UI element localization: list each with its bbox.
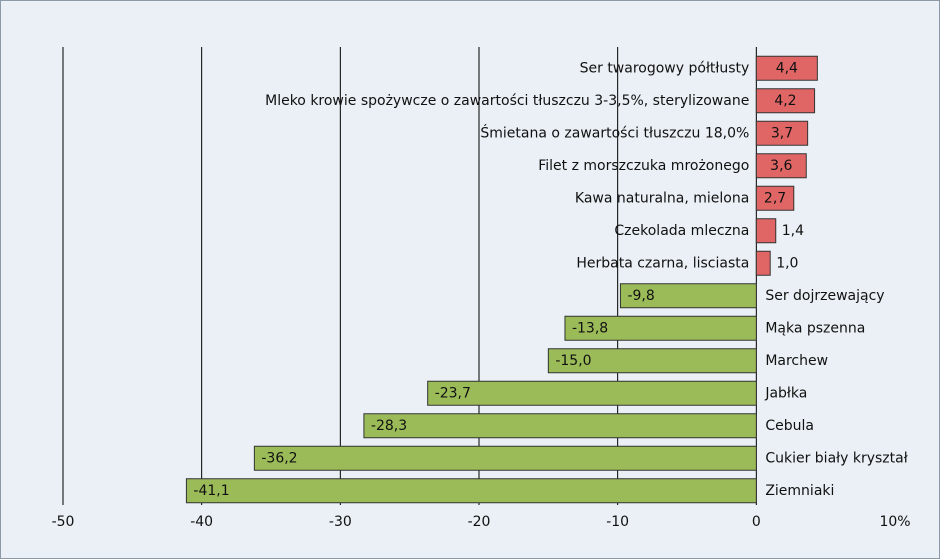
bar: [755, 120, 809, 146]
category-label: Czekolada mleczna: [614, 223, 749, 239]
bar: [185, 478, 757, 504]
category-label: Kawa naturalna, mielona: [575, 190, 749, 206]
category-label: Cebula: [765, 418, 814, 434]
bar: [619, 283, 757, 309]
bar: [564, 315, 757, 341]
value-label: -28,3: [371, 418, 407, 434]
x-tick-label: -10: [606, 514, 629, 530]
category-label: Ser dojrzewający: [765, 288, 884, 304]
bar: [755, 250, 771, 276]
x-tick-label: 10%: [879, 514, 910, 530]
value-label: -13,8: [572, 320, 608, 336]
x-tick-label: 0: [752, 514, 761, 530]
bar: [363, 413, 757, 439]
category-label: Mleko krowie spożywcze o zawartości tłus…: [265, 93, 749, 109]
value-label: 4,2: [774, 93, 796, 109]
category-label: Ziemniaki: [765, 483, 834, 499]
x-tick-label: -50: [52, 514, 75, 530]
category-label: Śmietana o zawartości tłuszczu 18,0%: [480, 123, 749, 141]
value-label: 2,7: [764, 190, 786, 206]
value-label: 4,4: [776, 60, 798, 76]
category-label: Marchew: [765, 353, 828, 369]
bar: [755, 55, 818, 81]
bar: [755, 185, 795, 211]
value-label: -15,0: [555, 353, 591, 369]
x-tick-label: -20: [468, 514, 491, 530]
category-label: Jabłka: [764, 385, 807, 401]
value-label: 1,4: [782, 223, 804, 239]
x-tick-label: -40: [190, 514, 213, 530]
value-label: -36,2: [261, 450, 297, 466]
category-label: Filet z morszczuka mrożonego: [538, 158, 749, 174]
value-label: -41,1: [193, 483, 229, 499]
category-label: Herbata czarna, lisciasta: [576, 255, 749, 271]
value-label: -9,8: [627, 288, 654, 304]
bar: [755, 153, 807, 179]
bar: [427, 380, 757, 406]
bar: [253, 445, 757, 471]
bar: [755, 88, 816, 114]
bar: [755, 218, 777, 244]
value-label: 3,7: [771, 125, 793, 141]
value-label: -23,7: [435, 385, 471, 401]
bar: [547, 348, 757, 374]
category-label: Ser twarogowy półtłusty: [580, 60, 750, 76]
category-label: Cukier biały kryształ: [765, 450, 907, 466]
x-tick-label: -30: [329, 514, 352, 530]
category-label: Mąka pszenna: [765, 320, 865, 336]
value-label: 1,0: [776, 255, 798, 271]
value-label: 3,6: [770, 158, 792, 174]
